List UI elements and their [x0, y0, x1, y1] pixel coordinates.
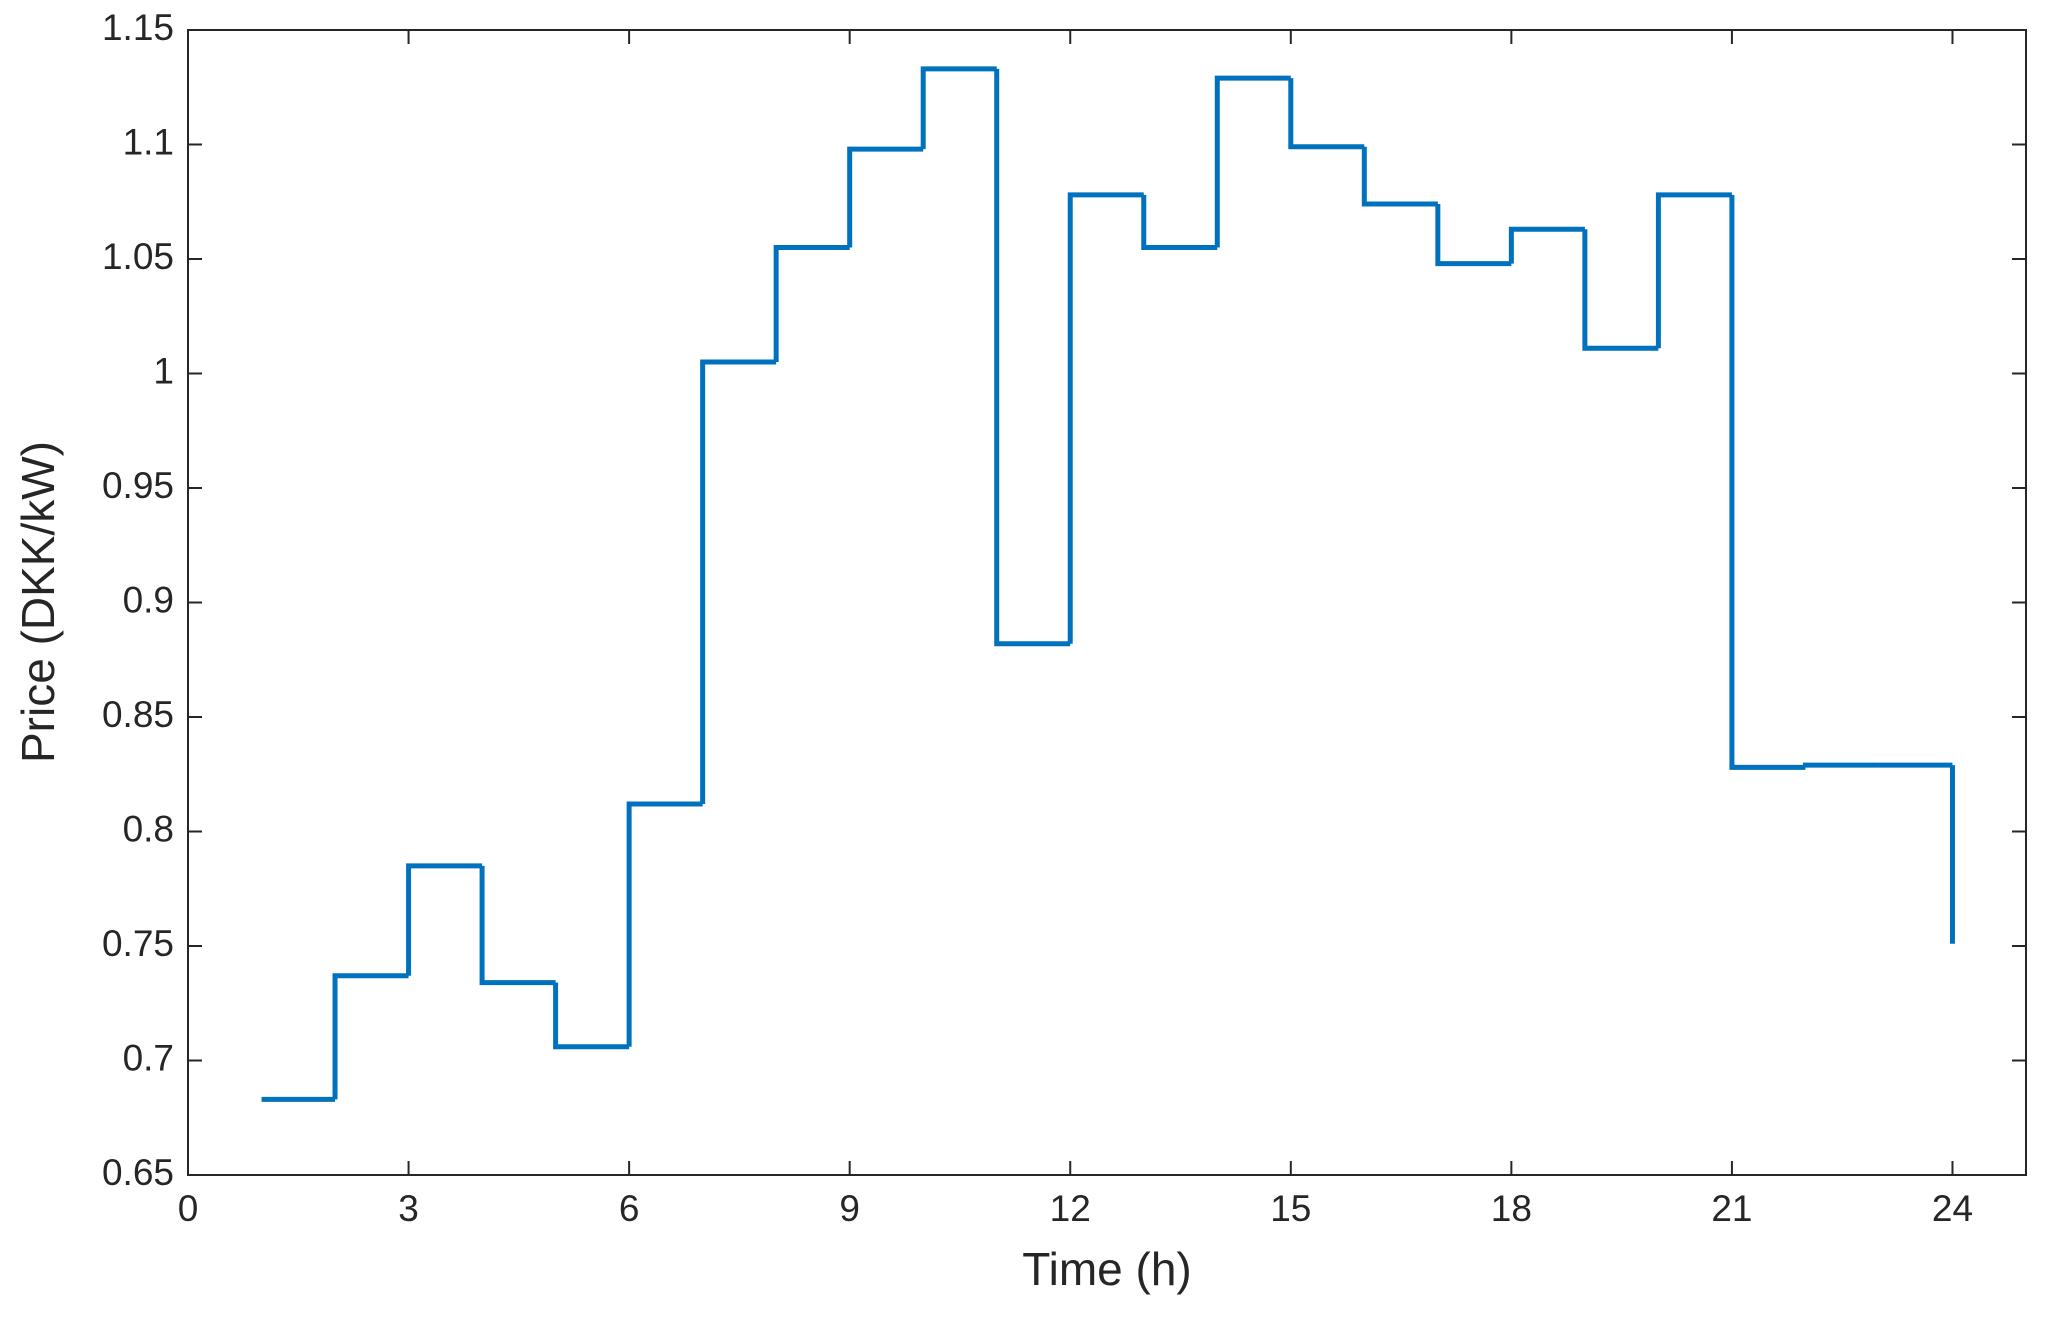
x-tick-label: 24 — [1932, 1188, 1973, 1229]
x-tick-label: 12 — [1050, 1188, 1091, 1229]
step — [994, 68, 1071, 647]
x-tick-label: 0 — [178, 1188, 199, 1229]
step — [1435, 204, 1512, 267]
y-tick-label: 0.65 — [102, 1152, 174, 1193]
y-tick-label: 0.95 — [102, 465, 174, 506]
step — [1802, 762, 1879, 768]
step — [332, 973, 409, 1100]
y-tick-label: 1.1 — [123, 121, 174, 162]
plot-box — [187, 29, 2027, 1176]
y-tick-label: 1 — [153, 350, 174, 391]
step — [1508, 226, 1585, 264]
step — [1729, 194, 1806, 770]
step — [1361, 146, 1438, 207]
y-tick-label: 0.75 — [102, 923, 174, 964]
y-tick-label: 0.8 — [123, 808, 174, 849]
step — [1582, 229, 1659, 351]
y-tick-label: 1.05 — [102, 236, 174, 277]
y-tick-label: 1.15 — [102, 7, 174, 48]
x-tick-label: 6 — [619, 1188, 640, 1229]
step — [700, 359, 777, 805]
step — [773, 245, 850, 363]
y-tick-label: 0.85 — [102, 694, 174, 735]
x-tick-label: 9 — [839, 1188, 860, 1229]
x-tick-label: 18 — [1491, 1188, 1532, 1229]
y-axis-label: Price (DKK/kW) — [12, 441, 64, 763]
x-tick-label: 21 — [1711, 1188, 1752, 1229]
step — [626, 801, 703, 1047]
step — [406, 863, 483, 976]
step — [553, 982, 630, 1050]
step — [847, 146, 924, 248]
y-tick-label: 0.9 — [123, 579, 174, 620]
step — [1141, 194, 1218, 251]
step — [1067, 192, 1144, 644]
x-tick-label: 3 — [398, 1188, 419, 1229]
step — [1655, 192, 1732, 349]
step — [1214, 75, 1291, 248]
step — [920, 66, 997, 150]
x-tick-label: 15 — [1270, 1188, 1311, 1229]
step — [479, 865, 556, 986]
x-axis-label: Time (h) — [1022, 1243, 1192, 1295]
y-tick-label: 0.7 — [123, 1037, 174, 1078]
step — [1288, 78, 1365, 150]
